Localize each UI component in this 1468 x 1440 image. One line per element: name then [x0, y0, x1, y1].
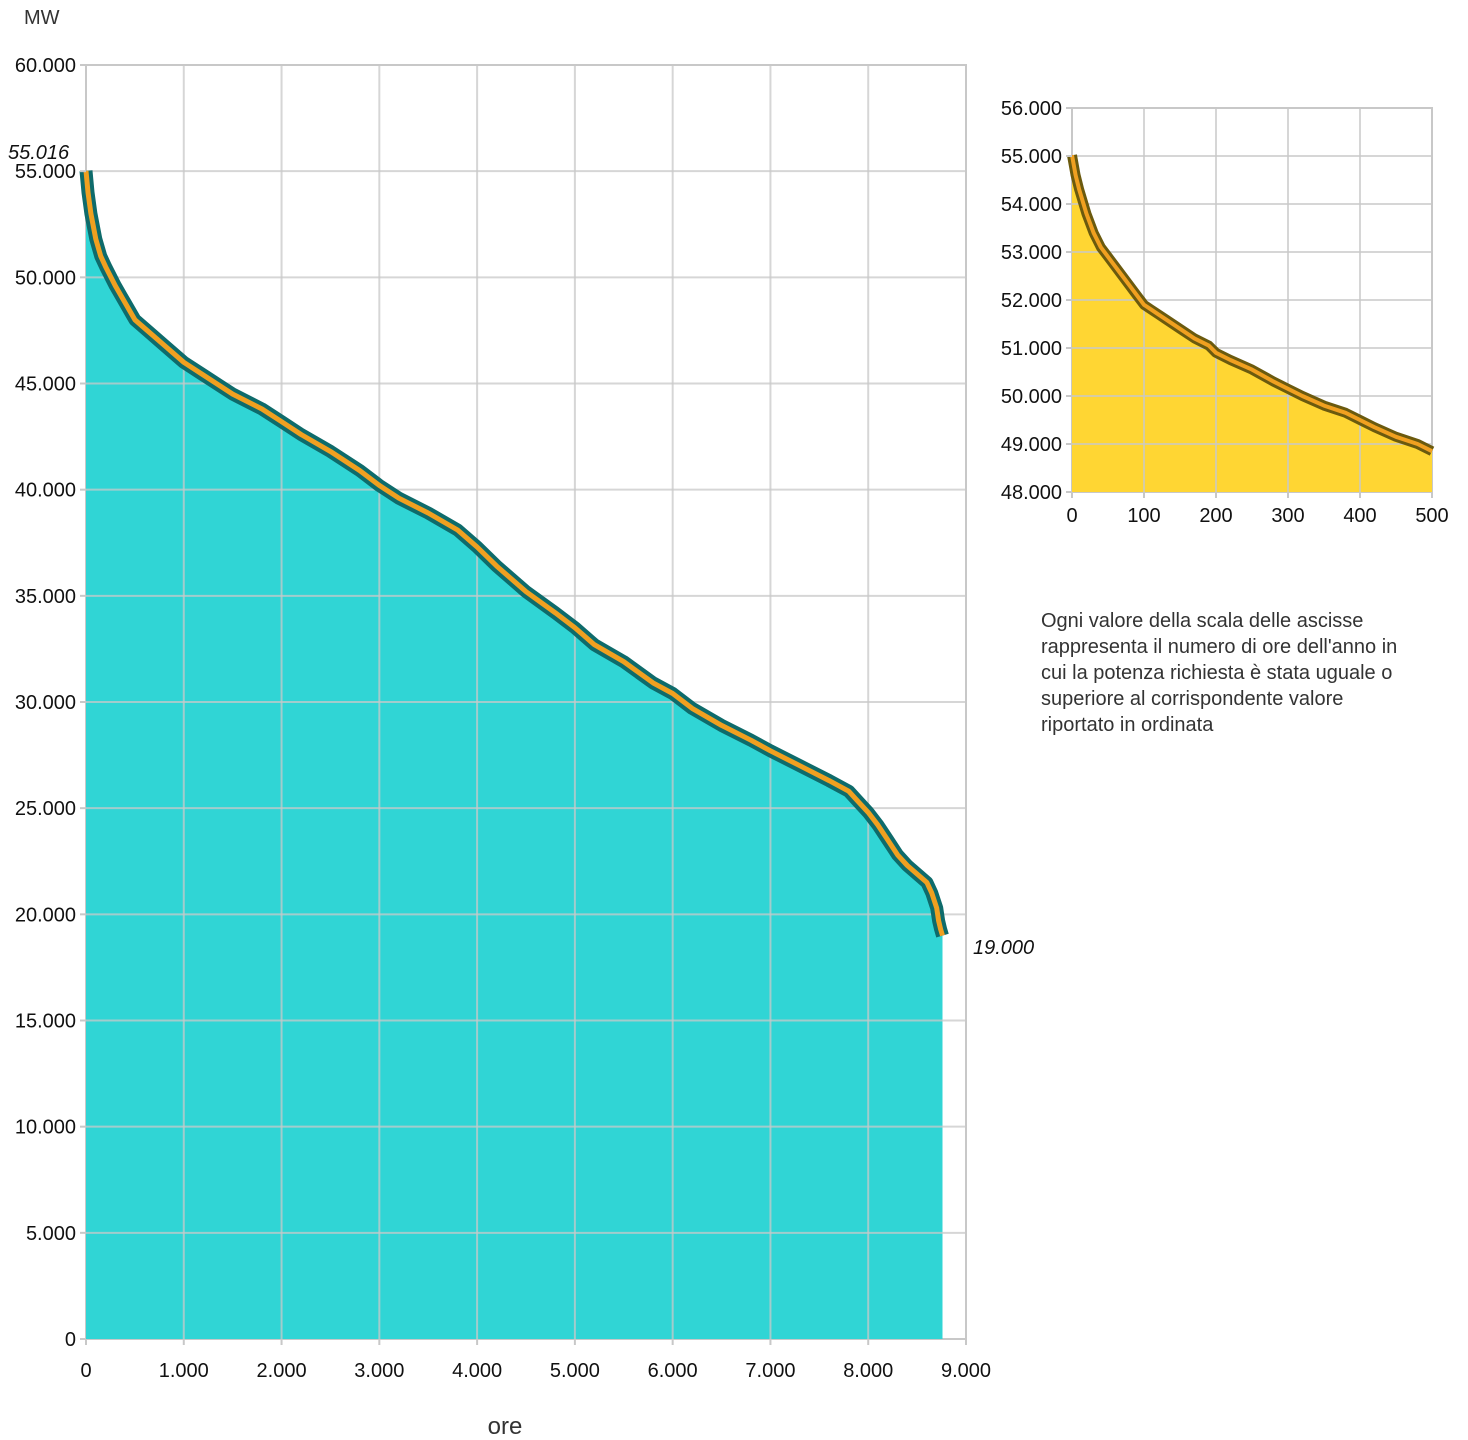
- y-tick-label: 55.000: [15, 161, 76, 183]
- y-tick-label: 50.000: [1001, 386, 1062, 408]
- x-tick-label: 5.000: [550, 1360, 600, 1382]
- note-line: Ogni valore della scala delle ascisse: [1041, 610, 1364, 632]
- y-tick-label: 35.000: [15, 586, 76, 608]
- x-tick-label: 2.000: [257, 1360, 307, 1382]
- y-tick-label: 52.000: [1001, 290, 1062, 312]
- explanatory-note: Ogni valore della scala delle ascisse ra…: [1041, 608, 1441, 738]
- y-tick-label: 55.000: [1001, 146, 1062, 168]
- y-tick-label: 45.000: [15, 374, 76, 396]
- x-tick-label: 6.000: [648, 1360, 698, 1382]
- y-tick-label: 20.000: [15, 904, 76, 926]
- y-tick-label: 10.000: [15, 1117, 76, 1139]
- x-tick-label: 300: [1271, 505, 1304, 527]
- series-line: [83, 170, 945, 937]
- x-tick-label: 1.000: [159, 1360, 209, 1382]
- y-tick-label: 40.000: [15, 480, 76, 502]
- x-tick-label: 100: [1127, 505, 1160, 527]
- annotation-min: 19.000: [973, 937, 1034, 959]
- x-tick-label: 7.000: [745, 1360, 795, 1382]
- note-line: riportato in ordinata: [1041, 714, 1214, 736]
- y-tick-label: 15.000: [15, 1011, 76, 1033]
- x-tick-label: 3.000: [354, 1360, 404, 1382]
- y-tick-label: 56.000: [1001, 98, 1062, 120]
- area-series: [1072, 155, 1432, 492]
- x-axis-title: ore: [488, 1413, 523, 1440]
- main-chart: 0 1.000 2.000 3.000 4.000 5.000 6.000 7.000 8.00…: [8, 7, 1034, 1440]
- y-tick-label: 53.000: [1001, 242, 1062, 264]
- x-tick-label: 0: [1066, 505, 1077, 527]
- note-line: cui la potenza richiesta è stata uguale …: [1041, 662, 1393, 684]
- x-tick-label: 9.000: [941, 1360, 991, 1382]
- y-tick-label: 51.000: [1001, 338, 1062, 360]
- y-tick-label: 0: [65, 1329, 76, 1351]
- inset-chart: 0 100 200 300 400 500 48.000 49.000 50.000 51.000…: [1001, 98, 1449, 527]
- y-tick-label: 25.000: [15, 798, 76, 820]
- y-axis-title: MW: [24, 7, 60, 29]
- x-tick-label: 4.000: [452, 1360, 502, 1382]
- series-line: [1070, 154, 1433, 453]
- x-tick-label: 8.000: [843, 1360, 893, 1382]
- note-line: rappresenta il numero di ore dell'anno i…: [1041, 636, 1398, 658]
- y-tick-label: 54.000: [1001, 194, 1062, 216]
- y-tick-label: 49.000: [1001, 434, 1062, 456]
- y-tick-label: 30.000: [15, 692, 76, 714]
- x-tick-label: 500: [1415, 505, 1448, 527]
- x-tick-label: 0: [80, 1360, 91, 1382]
- y-tick-label: 60.000: [15, 55, 76, 77]
- y-tick-label: 5.000: [26, 1223, 76, 1245]
- y-tick-label: 50.000: [15, 267, 76, 289]
- x-tick-label: 400: [1343, 505, 1376, 527]
- note-line: superiore al corrispondente valore: [1041, 688, 1344, 710]
- annotation-max: 55.016: [8, 142, 70, 164]
- y-tick-label: 48.000: [1001, 482, 1062, 504]
- x-tick-label: 200: [1199, 505, 1232, 527]
- area-series: [86, 170, 943, 1339]
